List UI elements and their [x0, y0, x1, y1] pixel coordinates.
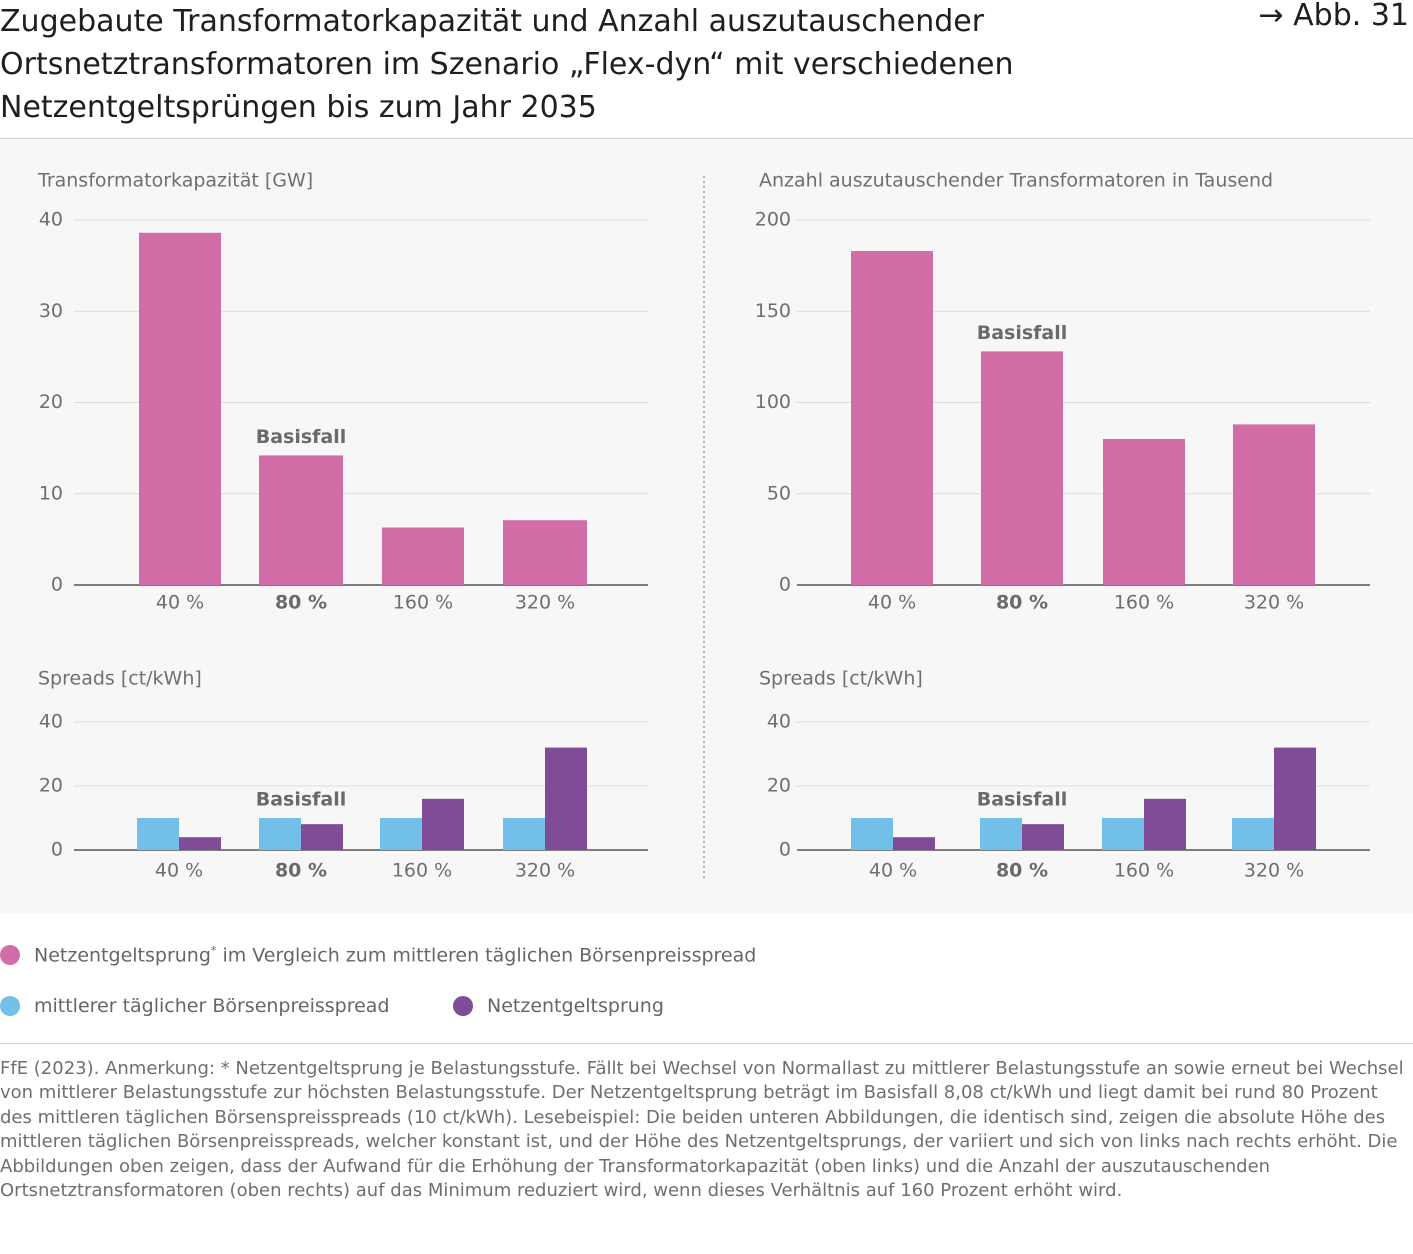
legend-label-ratio-suffix: im Vergleich zum mittleren täglichen Bör… — [216, 944, 757, 967]
chart-4-x-tick-label: 40 % — [869, 860, 917, 882]
legend-item-boersenpreisspread: mittlerer täglicher Börsenpreisspread — [0, 995, 453, 1017]
chart-2-bar — [1103, 439, 1185, 585]
legend-swatch-blue — [0, 996, 20, 1016]
chart-1-x-tick-label: 320 % — [515, 592, 575, 614]
legend-item-netzentgeltsprung-ratio: Netzentgeltsprung* im Vergleich zum mitt… — [0, 944, 756, 966]
chart-3-bar — [380, 818, 422, 850]
chart-4-x-tick-label: 160 % — [1114, 860, 1174, 882]
legend-footnote-mark: * — [210, 943, 217, 957]
chart-2-y-tick-label: 0 — [779, 574, 791, 596]
chart-1-y-tick-label: 0 — [51, 574, 63, 596]
chart-4-y-tick-label: 40 — [767, 711, 791, 733]
chart-4-bar — [893, 837, 935, 850]
chart-4-bar — [1274, 747, 1316, 850]
chart-2-bar — [851, 251, 933, 585]
chart-4-x-tick-label: 320 % — [1244, 860, 1304, 882]
chart-4-bar — [980, 818, 1022, 850]
legend-item-netzentgeltsprung: Netzentgeltsprung — [453, 995, 664, 1017]
chart-1-axis-label: Transformatorkapazität [GW] — [37, 170, 313, 192]
footer-rule — [0, 1043, 1413, 1044]
chart-2-x-tick-label: 320 % — [1244, 592, 1304, 614]
legend-label-netzentgeltsprung: Netzentgeltsprung — [487, 995, 664, 1017]
chart-1-annotation-basisfall: Basisfall — [256, 426, 347, 448]
chart-2-y-tick-label: 200 — [755, 209, 791, 231]
chart-4-bar — [1022, 824, 1064, 850]
header-rule — [0, 138, 1413, 139]
chart-1-bar — [382, 527, 464, 585]
charts-svg: Transformatorkapazität [GW] 0 10 20 30 40 40 %… — [37, 170, 1370, 882]
figure-title: Zugebaute Transformatorkapazität und Anz… — [0, 4, 1014, 125]
chart-3-x-tick-label: 40 % — [155, 860, 203, 882]
chart-3-y-tick-label: 0 — [51, 839, 63, 861]
legend-row-2: mittlerer täglicher Börsenpreisspread Ne… — [0, 991, 724, 1021]
chart-2-bar — [1233, 424, 1315, 585]
chart-4-y-tick-label: 0 — [779, 839, 791, 861]
figure-reference[interactable]: → Abb. 31 — [1258, 0, 1409, 33]
chart-3-annotation-basisfall: Basisfall — [256, 789, 347, 811]
chart-4-x-tick-label: 80 % — [996, 860, 1048, 882]
legend-swatch-purple — [453, 996, 473, 1016]
chart-4-bar — [1232, 818, 1274, 850]
chart-4-bar — [851, 818, 893, 850]
chart-3-x-tick-label: 160 % — [392, 860, 452, 882]
legend-label-spread: mittlerer täglicher Börsenpreisspread — [34, 995, 390, 1017]
chart-3-bar — [545, 747, 587, 850]
chart-4-bar — [1144, 798, 1186, 850]
chart-1-y-tick-label: 10 — [39, 482, 63, 504]
chart-2-x-tick-label: 80 % — [996, 592, 1048, 614]
legend-row-1: Netzentgeltsprung* im Vergleich zum mitt… — [0, 940, 816, 970]
chart-3-axis-label: Spreads [ct/kWh] — [38, 668, 202, 690]
chart-3-bar — [137, 818, 179, 850]
chart-3-y-tick-label: 40 — [39, 711, 63, 733]
chart-1-bar — [503, 520, 587, 585]
chart-3-bar — [179, 837, 221, 850]
chart-2-axis-label: Anzahl auszutauschender Transformatoren … — [759, 170, 1273, 192]
chart-3-x-tick-label: 320 % — [515, 860, 575, 882]
chart-1-bar — [259, 455, 343, 585]
chart-1-y-tick-label: 30 — [39, 300, 63, 322]
chart-4-bar — [1102, 818, 1144, 850]
chart-2-x-tick-label: 160 % — [1114, 592, 1174, 614]
chart-1-bar — [139, 232, 221, 585]
chart-2-annotation-basisfall: Basisfall — [977, 322, 1068, 344]
chart-3-bar — [503, 818, 545, 850]
chart-1-x-tick-label: 40 % — [156, 592, 204, 614]
chart-2-y-tick-label: 50 — [767, 482, 791, 504]
chart-1-y-tick-label: 20 — [39, 391, 63, 413]
chart-3-bar — [422, 798, 464, 850]
chart-2-bar — [981, 351, 1063, 585]
chart-2-x-tick-label: 40 % — [868, 592, 916, 614]
chart-3-bar — [259, 818, 301, 850]
chart-2-y-tick-label: 100 — [755, 391, 791, 413]
source-note: FfE (2023). Anmerkung: * Netzentgeltspru… — [0, 1058, 1404, 1202]
chart-3-y-tick-label: 20 — [39, 775, 63, 797]
chart-1-y-tick-label: 40 — [39, 209, 63, 231]
chart-1-x-tick-label: 80 % — [275, 592, 327, 614]
chart-4-axis-label: Spreads [ct/kWh] — [759, 668, 923, 690]
legend-label-ratio: Netzentgeltsprung — [34, 944, 211, 967]
chart-4-y-tick-label: 20 — [767, 775, 791, 797]
legend-swatch-pink — [0, 944, 20, 965]
chart-2-y-tick-label: 150 — [755, 300, 791, 322]
chart-4-annotation-basisfall: Basisfall — [977, 789, 1068, 811]
chart-1-x-tick-label: 160 % — [393, 592, 453, 614]
chart-3-bar — [301, 824, 343, 850]
chart-3-x-tick-label: 80 % — [275, 860, 327, 882]
